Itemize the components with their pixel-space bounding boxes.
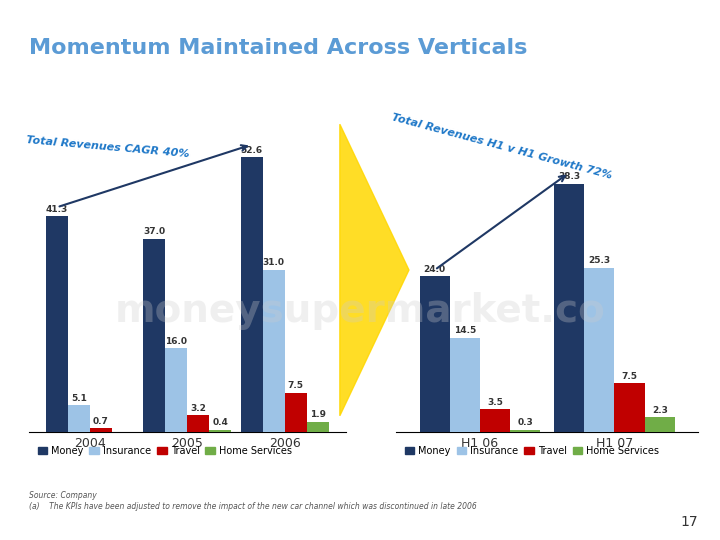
Bar — [209, 430, 231, 432]
Bar — [420, 276, 450, 432]
Text: moneysupermarket.co: moneysupermarket.co — [114, 292, 606, 329]
Text: 37.0: 37.0 — [143, 227, 166, 236]
Bar — [284, 393, 307, 432]
Bar — [554, 184, 584, 432]
Bar — [644, 417, 675, 432]
Text: 31.0: 31.0 — [263, 258, 284, 267]
Text: 25.3: 25.3 — [588, 256, 611, 266]
Text: Revenues by Vertical 2004-2006⁺: Revenues by Vertical 2004-2006⁺ — [71, 78, 304, 92]
Text: 0.3: 0.3 — [518, 418, 534, 428]
Text: 16.0: 16.0 — [165, 337, 187, 346]
Bar — [510, 430, 541, 432]
Bar — [240, 157, 263, 432]
Bar — [187, 415, 209, 432]
Text: 52.6: 52.6 — [240, 145, 263, 154]
Text: 7.5: 7.5 — [288, 381, 304, 390]
Text: 3.5: 3.5 — [487, 398, 503, 407]
Text: 38.3: 38.3 — [558, 172, 580, 181]
Text: 17: 17 — [681, 515, 698, 529]
Text: 0.7: 0.7 — [93, 417, 109, 426]
Text: Total Revenues H1 v H1 Growth 72%: Total Revenues H1 v H1 Growth 72% — [390, 112, 613, 181]
Bar — [614, 383, 644, 432]
Bar — [166, 348, 187, 432]
Text: 41.3: 41.3 — [45, 205, 68, 213]
Text: Total Revenues CAGR 40%: Total Revenues CAGR 40% — [26, 135, 190, 159]
Text: 14.5: 14.5 — [454, 327, 476, 335]
Text: 0.4: 0.4 — [212, 418, 228, 427]
Text: 24.0: 24.0 — [423, 265, 446, 274]
Text: Revenues by Vertical H1 06 & H1 07⁺: Revenues by Vertical H1 06 & H1 07⁺ — [417, 78, 678, 92]
Text: 7.5: 7.5 — [621, 372, 637, 381]
Legend: Money, Insurance, Travel, Home Services: Money, Insurance, Travel, Home Services — [401, 442, 663, 460]
Legend: Money, Insurance, Travel, Home Services: Money, Insurance, Travel, Home Services — [34, 442, 296, 460]
Text: Source: Company
(a)    The KPIs have been adjusted to remove the impact of the n: Source: Company (a) The KPIs have been a… — [29, 491, 477, 511]
Bar — [584, 268, 614, 432]
Bar — [90, 428, 112, 432]
Text: 2.3: 2.3 — [652, 406, 667, 415]
Bar — [263, 270, 284, 432]
Bar — [480, 409, 510, 432]
Bar — [68, 406, 90, 432]
Bar — [143, 239, 166, 432]
Text: Momentum Maintained Across Verticals: Momentum Maintained Across Verticals — [29, 38, 527, 58]
Bar — [307, 422, 328, 432]
Text: 3.2: 3.2 — [190, 404, 206, 413]
Polygon shape — [340, 124, 409, 416]
Bar — [46, 216, 68, 432]
Bar — [450, 338, 480, 432]
Text: 1.9: 1.9 — [310, 410, 325, 420]
Text: 5.1: 5.1 — [71, 394, 86, 403]
